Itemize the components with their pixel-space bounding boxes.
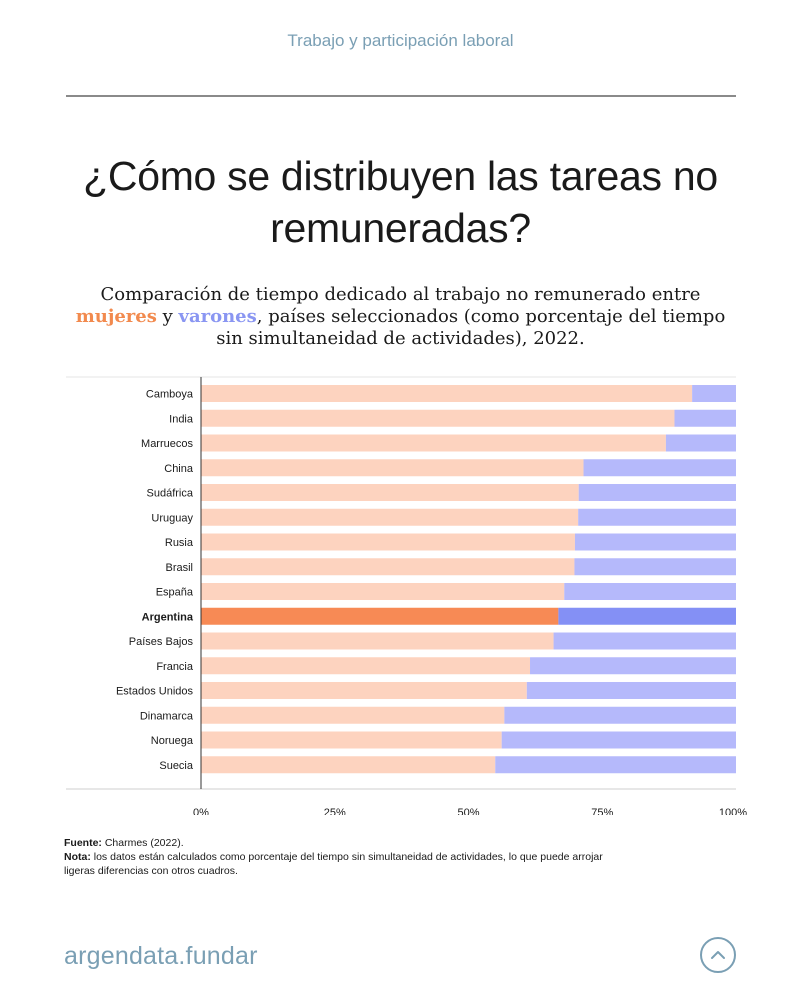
header-divider <box>66 95 736 97</box>
x-tick-label-0: 0% <box>193 807 209 815</box>
note-label: Nota: <box>64 851 91 863</box>
bar-men-7 <box>574 558 736 576</box>
x-tick-label-2: 50% <box>457 807 479 815</box>
subtitle-text-2: y <box>156 306 179 327</box>
bar-women-4 <box>201 484 579 501</box>
page-title: ¿Cómo se distribuyen las tareas no remun… <box>83 153 718 251</box>
bar-women-2 <box>201 434 666 452</box>
note-text: los datos están calculados como porcenta… <box>64 851 603 877</box>
subtitle-men-keyword: varones <box>178 306 257 327</box>
bar-men-10 <box>553 632 736 650</box>
scroll-to-top-button[interactable] <box>700 937 736 973</box>
bar-men-11 <box>530 657 736 675</box>
section-label: Trabajo y participación laboral <box>287 31 514 50</box>
category-label-10: Países Bajos <box>129 636 194 648</box>
bar-women-12 <box>201 682 527 699</box>
bar-men-3 <box>583 459 736 477</box>
source-label: Fuente: <box>64 837 102 849</box>
x-tick-label-4: 100% <box>719 807 747 815</box>
category-label-2: Marruecos <box>141 438 193 450</box>
bar-men-4 <box>578 484 736 501</box>
x-tick-label-3: 75% <box>591 807 613 815</box>
category-label-7: Brasil <box>165 562 193 574</box>
footnote-source: Fuente: Charmes (2022). <box>64 836 624 850</box>
category-label-9: Argentina <box>142 611 194 623</box>
bar-women-13 <box>201 706 505 724</box>
subtitle-women-keyword: mujeres <box>75 306 157 327</box>
source-text: Charmes (2022). <box>101 837 184 849</box>
bar-men-12 <box>526 682 736 699</box>
chart-subtitle: Comparación de tiempo dedicado al trabaj… <box>70 284 731 350</box>
bar-women-1 <box>201 409 675 427</box>
bar-women-6 <box>201 533 575 551</box>
category-label-11: Francia <box>156 661 194 673</box>
bar-men-2 <box>665 434 736 452</box>
category-label-5: Uruguay <box>151 512 193 524</box>
stacked-bar-chart: Camboya India Marruecos China Sudáfrica Urugu… <box>66 376 747 815</box>
brand-logo-text[interactable]: argendata.fundar <box>64 942 258 970</box>
bar-women-8 <box>201 583 565 600</box>
subtitle-text-1: Comparación de tiempo dedicado al trabaj… <box>100 284 701 305</box>
footnote: Fuente: Charmes (2022). Nota: los datos … <box>64 836 624 878</box>
bar-women-7 <box>201 558 575 576</box>
bar-men-9 <box>558 607 736 625</box>
bar-men-0 <box>692 385 736 402</box>
category-label-12: Estados Unidos <box>116 686 194 698</box>
bar-men-14 <box>501 731 736 749</box>
bar-women-11 <box>201 657 531 675</box>
bar-women-3 <box>201 459 584 477</box>
category-label-6: Rusia <box>165 537 194 549</box>
bar-women-5 <box>201 508 579 526</box>
category-label-13: Dinamarca <box>140 710 194 722</box>
x-tick-label-1: 25% <box>324 807 346 815</box>
category-label-4: Sudáfrica <box>147 488 194 500</box>
category-label-8: España <box>156 587 194 599</box>
chevron-up-icon <box>711 951 725 959</box>
bar-men-5 <box>578 508 736 526</box>
footnote-note: Nota: los datos están calculados como po… <box>64 850 624 878</box>
category-label-14: Noruega <box>151 735 194 747</box>
bar-men-15 <box>495 756 736 774</box>
bar-women-9 <box>201 607 559 625</box>
bar-women-10 <box>201 632 554 650</box>
bar-women-0 <box>201 385 693 402</box>
bar-men-1 <box>674 409 736 427</box>
category-label-0: Camboya <box>146 389 194 401</box>
category-label-15: Suecia <box>159 760 194 772</box>
bar-men-8 <box>564 583 736 600</box>
category-label-1: India <box>169 413 194 425</box>
subtitle-text-3: , países seleccionados (como porcentaje … <box>216 306 726 349</box>
category-label-3: China <box>164 463 194 475</box>
bar-men-6 <box>574 533 736 551</box>
bar-women-14 <box>201 731 502 749</box>
bar-men-13 <box>504 706 736 724</box>
bar-women-15 <box>201 756 496 774</box>
